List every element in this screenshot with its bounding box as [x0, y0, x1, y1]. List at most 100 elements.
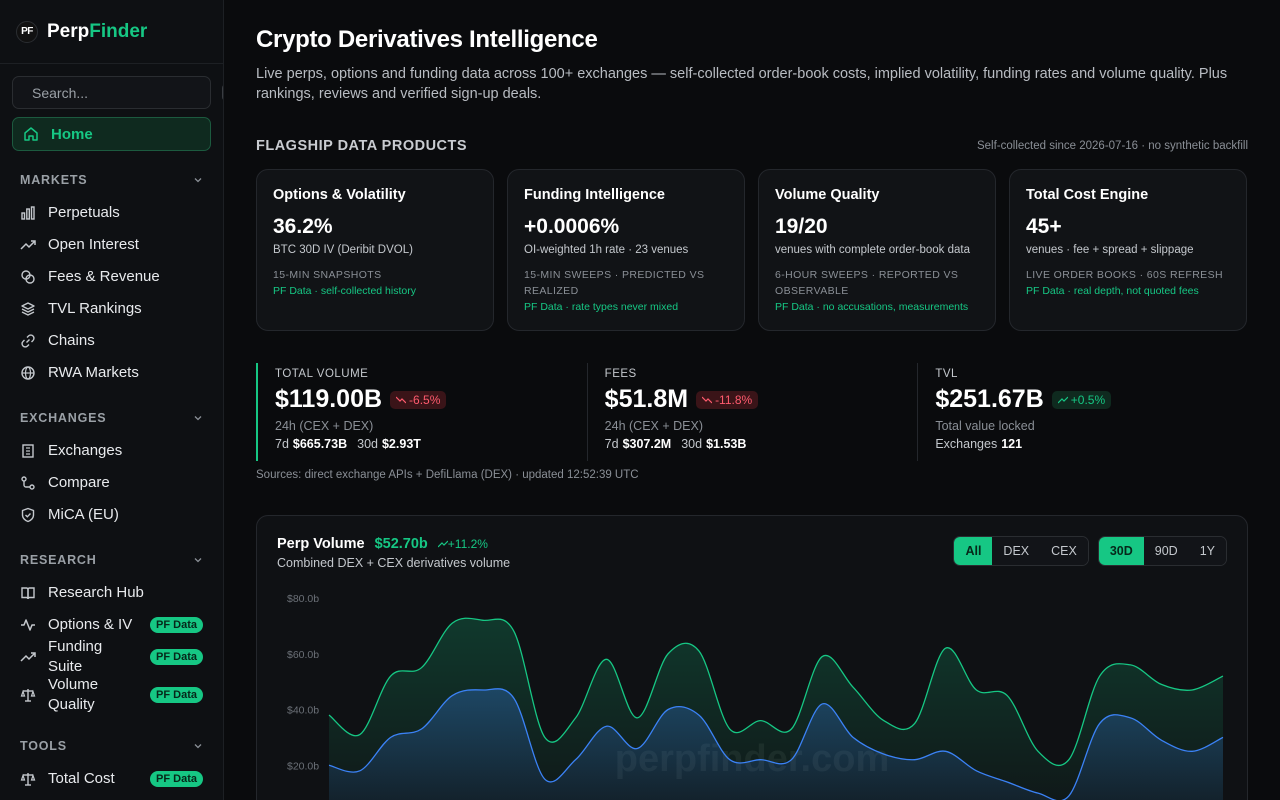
pulse-icon: [21, 619, 35, 631]
y-tick-label: $40.0b: [287, 705, 319, 717]
chevron-down-icon: [194, 178, 202, 183]
card-meta: 6-HOUR SWEEPS · REPORTED VS OBSERVABLE: [775, 269, 959, 297]
card-value: 36.2%: [273, 215, 333, 238]
card-link[interactable]: PF Data · no accusations, measurements: [775, 301, 969, 313]
stat-fees[interactable]: FEES $51.8M -11.8% 24h (CEX + DEX) 7d $30…: [586, 363, 918, 461]
stat-extra: 7d $307.2M 30d $1.53B: [605, 437, 918, 451]
bar-chart-icon: [21, 206, 35, 220]
stat-total-volume[interactable]: TOTAL VOLUME $119.00B -6.5% 24h (CEX + D…: [256, 363, 587, 461]
range-filter: 30D 90D 1Y: [1097, 536, 1227, 566]
sidebar-item-label: Fees & Revenue: [48, 268, 160, 285]
sidebar-item-label: Chains: [48, 332, 95, 349]
filter-90d[interactable]: 90D: [1143, 537, 1189, 565]
change-badge: +0.5%: [1051, 390, 1112, 409]
sidebar-item-mica-eu[interactable]: MiCA (EU): [0, 499, 223, 531]
product-card[interactable]: Funding Intelligence +0.0006% OI-weighte…: [507, 169, 745, 331]
sidebar: PF PerpFinder ⌘K Home MARKETS Perpetuals O…: [0, 0, 224, 800]
chevron-down-icon: [194, 744, 202, 749]
filter-all[interactable]: All: [954, 537, 993, 565]
card-title: Volume Quality: [775, 187, 880, 203]
y-tick-label: $20.0b: [287, 760, 319, 772]
page-subtitle: Live perps, options and funding data acr…: [256, 66, 1228, 102]
sidebar-item-funding-suite[interactable]: Funding Suite PF Data: [0, 638, 223, 675]
filter-30d[interactable]: 30D: [1098, 537, 1144, 565]
card-link[interactable]: PF Data · real depth, not quoted fees: [1026, 285, 1199, 297]
sidebar-item-exchanges[interactable]: Exchanges: [0, 435, 223, 467]
brand[interactable]: PF PerpFinder: [0, 0, 223, 64]
coins-icon: [21, 270, 35, 284]
card-desc: OI-weighted 1h rate · 23 venues: [524, 244, 689, 256]
filter-cex[interactable]: CEX: [1040, 537, 1088, 565]
product-card[interactable]: Options & Volatility 36.2% BTC 30D IV (D…: [256, 169, 494, 331]
filter-1y[interactable]: 1Y: [1188, 537, 1226, 565]
sidebar-item-research-hub[interactable]: Research Hub: [0, 577, 223, 609]
chart-plot: $80.0b$60.0b$40.0b$20.0bperpfinder.com: [287, 593, 1224, 800]
building-icon: [22, 444, 34, 458]
sidebar-item-tvl-rankings[interactable]: TVL Rankings: [0, 293, 223, 325]
flagship-header: FLAGSHIP DATA PRODUCTS Self-collected si…: [256, 138, 1248, 154]
nav-section-tools[interactable]: TOOLS: [0, 739, 223, 753]
sidebar-item-home[interactable]: Home: [12, 117, 211, 151]
card-title: Total Cost Engine: [1026, 187, 1149, 203]
chart-change: +11.2%: [437, 537, 488, 551]
card-link[interactable]: PF Data · rate types never mixed: [524, 301, 679, 313]
sidebar-item-volume-quality[interactable]: Volume Quality PF Data: [0, 673, 223, 717]
stat-value: $119.00B: [275, 385, 383, 413]
series-cex-area: [329, 688, 1223, 800]
sidebar-item-label: Total Cost: [48, 770, 115, 787]
series-total-area: [329, 618, 1223, 800]
series-total-line: [328, 617, 1224, 767]
sidebar-item-label: Home: [51, 125, 93, 143]
filter-dex[interactable]: DEX: [992, 537, 1041, 565]
product-card[interactable]: Total Cost Engine 45+ venues · fee + spr…: [1009, 169, 1247, 331]
search-input[interactable]: [32, 84, 213, 101]
nav-section-exchanges[interactable]: EXCHANGES: [0, 411, 223, 425]
stat-label: TVL: [935, 368, 958, 380]
stat-desc: Total value locked: [935, 419, 1035, 433]
sidebar-item-chains[interactable]: Chains: [0, 325, 223, 357]
chart-subtitle: Combined DEX + CEX derivatives volume: [277, 556, 511, 570]
sidebar-item-rwa-markets[interactable]: RWA Markets: [0, 357, 223, 389]
stat-desc: 24h (CEX + DEX): [604, 419, 703, 433]
card-desc: venues · fee + spread + slippage: [1026, 244, 1194, 256]
trend-up-icon: [20, 240, 36, 250]
card-desc: BTC 30D IV (Deribit DVOL): [273, 244, 413, 256]
sidebar-item-label: Open Interest: [48, 236, 139, 253]
stats-row: TOTAL VOLUME $119.00B -6.5% 24h (CEX + D…: [256, 363, 1248, 461]
stat-value: $51.8M: [604, 385, 689, 413]
stat-tvl[interactable]: TVL $251.67B +0.5% Total value locked Ex…: [917, 363, 1248, 461]
stat-extra-value: $665.73B: [292, 437, 348, 451]
nav-section-title: RESEARCH: [20, 553, 97, 567]
sidebar-item-total-cost[interactable]: Total Cost PF Data: [0, 763, 223, 795]
search-box[interactable]: ⌘K: [12, 76, 223, 109]
card-value: 19/20: [775, 215, 828, 238]
layers-icon: [21, 302, 35, 316]
home-icon: [24, 127, 38, 141]
card-meta: 15-MIN SNAPSHOTS: [273, 269, 382, 281]
stat-extra-key: Exchanges: [935, 437, 998, 451]
trend-up-icon: [437, 540, 449, 548]
sidebar-item-fees-revenue[interactable]: Fees & Revenue: [0, 261, 223, 293]
stat-extra-value: $2.93T: [381, 437, 421, 451]
card-link[interactable]: PF Data · self-collected history: [273, 285, 416, 297]
brand-name: PerpFinder: [47, 21, 147, 43]
stat-label: FEES: [604, 368, 637, 380]
sidebar-item-options-iv[interactable]: Options & IV PF Data: [0, 609, 223, 641]
sources-note: Sources: direct exchange APIs + DefiLlam…: [256, 469, 639, 481]
flagship-note: Self-collected since 2026-07-16 · no syn…: [976, 140, 1248, 152]
stat-desc: 24h (CEX + DEX): [275, 419, 374, 433]
sidebar-item-perpetuals[interactable]: Perpetuals: [0, 197, 223, 229]
sidebar-item-compare[interactable]: Compare: [0, 467, 223, 499]
sidebar-item-label: Volume Quality: [48, 676, 99, 713]
nav-section-research[interactable]: RESEARCH: [0, 553, 223, 567]
nav-section-markets[interactable]: MARKETS: [0, 173, 223, 187]
trend-up-icon: [20, 652, 36, 662]
sidebar-item-label: RWA Markets: [48, 364, 139, 381]
stat-value: $251.67B: [935, 385, 1044, 413]
product-card[interactable]: Volume Quality 19/20 venues with complet…: [758, 169, 996, 331]
stat-extra-key: 7d: [604, 437, 619, 451]
flagship-title: FLAGSHIP DATA PRODUCTS: [256, 138, 468, 154]
sidebar-item-open-interest[interactable]: Open Interest: [0, 229, 223, 261]
page-title: Crypto Derivatives Intelligence: [256, 26, 598, 53]
sidebar-item-label: Funding Suite: [48, 638, 103, 675]
